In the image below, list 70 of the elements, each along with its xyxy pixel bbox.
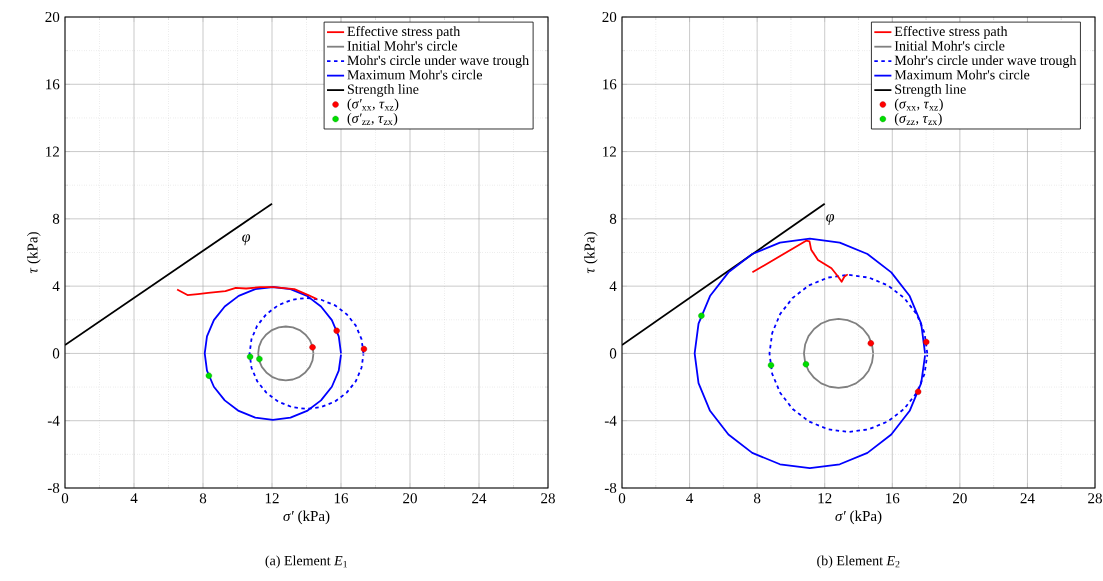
x-tick-label: 0 [618,493,626,504]
legend-label: Initial Mohr's circle [347,40,458,51]
legend-label: Maximum Mohr's circle [894,69,1030,80]
line-series [751,239,849,283]
x-tick-label: 24 [472,493,487,504]
y-tick-label: 0 [609,348,617,359]
point [767,362,775,369]
point [333,327,340,334]
y-tick-label: 20 [602,11,617,23]
x-tick-label: 12 [265,493,279,504]
x-tick-label: 20 [403,493,417,504]
line-series [257,325,315,382]
legend-label: (σ′$_{xx}$, τ$_{xz}$) [347,98,399,112]
y-axis-title: τ (kPa) [27,232,41,274]
y-tick-label: -4 [47,415,60,426]
line-series [176,286,318,300]
x-tick-label: 8 [753,493,761,504]
legend-label: Mohr's circle under wave trough [894,55,1077,68]
x-tick-label: 16 [334,493,349,504]
y-tick-label: 16 [46,79,60,90]
point [914,388,922,395]
point [256,355,263,363]
y-tick-label: 8 [609,213,617,224]
text: (a) Element E$_{1}$ [265,555,347,569]
x-tick-label: 4 [130,493,138,504]
x-tick-label: 8 [199,493,207,504]
y-tick-label: 0 [52,348,60,359]
x-tick-label: 16 [886,493,900,504]
legend-label: (σ$_{xx}$, τ$_{xz}$) [894,98,943,112]
point [698,312,705,319]
x-axis-title: σ′ (kPa) [835,510,882,525]
y-tick-label: 8 [52,213,60,224]
legend-label: (σ′$_{zz}$, τ$_{zx}$) [347,113,398,126]
legend-label: (σ$_{zz}$, τ$_{zx}$) [894,113,942,126]
legend-label: Effective stress path [347,26,461,39]
legend-label: Strength line [347,84,419,97]
legend-label: Strength line [895,84,966,97]
y-tick-label: -8 [47,482,60,494]
legend-label: Initial Mohr's circle [894,40,1005,51]
x-tick-label: 28 [541,493,555,504]
text: (b) Element E$_{2}$ [817,555,900,569]
legend-label: Effective stress path [894,26,1008,39]
point [802,361,810,368]
point [309,344,316,351]
point [205,372,213,379]
annotation: φ [826,214,835,225]
y-tick-label: 20 [45,11,60,23]
y-tick-label: 12 [603,146,616,157]
point [246,353,254,360]
legend-label: Mohr's circle under wave trough [347,55,529,68]
x-axis-title: σ′ (kPa) [283,510,330,525]
point [360,345,368,353]
x-tick-label: 12 [818,493,832,504]
line-series [803,318,875,389]
y-tick-label: -8 [604,482,617,494]
y-axis-title: τ (kPa) [584,232,598,274]
y-tick-label: 4 [52,281,60,292]
annotation: φ [242,234,251,246]
y-tick-label: 12 [46,146,59,157]
y-tick-label: 16 [603,79,617,90]
point [867,340,874,347]
x-tick-label: 4 [686,493,694,504]
y-tick-label: -4 [604,415,617,426]
y-tick-label: 4 [609,281,617,292]
legend-label: Maximum Mohr's circle [347,69,482,80]
point [923,338,930,346]
x-tick-label: 28 [1088,493,1102,504]
x-tick-label: 20 [953,493,967,504]
x-tick-label: 0 [61,493,69,504]
x-tick-label: 24 [1020,493,1035,504]
